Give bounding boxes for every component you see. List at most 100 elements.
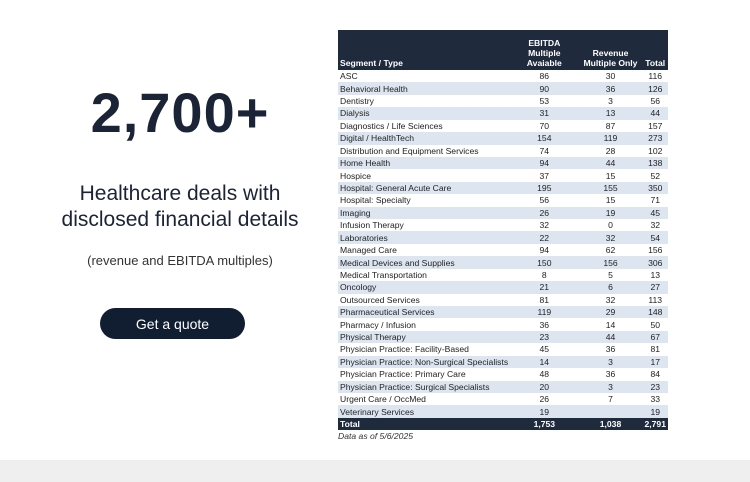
cell: 26 (510, 206, 579, 220)
table-row: Dialysis 31 13 44 (338, 107, 668, 120)
cell: 86 (539, 71, 550, 82)
cell: 1,038 (578, 417, 643, 431)
cell: 3 (578, 355, 643, 369)
cell: Diagnostics / Life Sciences (340, 120, 443, 131)
cell: 116 (648, 71, 663, 82)
cell: Digital / HealthTech (338, 132, 511, 145)
cell: 30 (605, 71, 616, 82)
cell: Oncology (338, 281, 511, 294)
cell: 23 (642, 380, 668, 393)
cell: 31 (510, 107, 579, 120)
cell: Physician Practice: Primary Care (340, 369, 466, 380)
cell: ASC (340, 71, 358, 82)
cell: 19 (510, 405, 579, 418)
table-row: Digital / HealthTech 154 119 273 (338, 132, 668, 145)
cell: 155 (578, 181, 643, 195)
cell: 74 (539, 145, 550, 156)
deals-table: Segment / Type EBITDA Multiple Avaiable Re… (338, 30, 668, 431)
cell: 26 (539, 394, 550, 405)
footnote: Data as of 5/6/2025 (338, 431, 414, 441)
cell: 32 (605, 294, 616, 305)
cell: Hospital: Specialty (340, 195, 411, 206)
table-row: Managed Care 94 62 156 (338, 244, 668, 256)
cell: 50 (650, 319, 661, 330)
table-row: Pharmaceutical Services 119 29 148 (338, 306, 668, 319)
cell: 29 (578, 306, 643, 319)
cell: 350 (642, 181, 668, 195)
cell: 19 (642, 405, 668, 418)
cell: 7 (608, 394, 613, 405)
cell: Pharmacy / Infusion (340, 319, 416, 330)
cell: Dialysis (338, 107, 511, 120)
cell: 32 (650, 220, 661, 231)
cell: 52 (650, 170, 661, 181)
table-row: Physician Practice: Facility-Based 45 36 81 (338, 343, 668, 355)
headline: Healthcare deals with (79, 182, 281, 205)
cell: Dentistry (340, 96, 374, 107)
cell: 28 (605, 145, 616, 156)
cell: 81 (650, 344, 661, 355)
cell: 56 (539, 195, 550, 206)
table-row: Veterinary Services 19 19 (338, 405, 668, 418)
cell: 273 (642, 132, 668, 145)
cell: Urgent Care / OccMed (340, 394, 426, 405)
table-row: Diagnostics / Life Sciences 70 87 157 (338, 120, 668, 132)
cell: 94 (510, 156, 579, 170)
header-row: Segment / Type EBITDA Multiple Avaiable Re… (338, 30, 668, 70)
cell: 157 (648, 120, 663, 131)
table-row: Distribution and Equipment Services 74 28 1… (338, 145, 668, 157)
cell: 8 (541, 269, 547, 280)
table-row: Infusion Therapy 32 0 32 (338, 219, 668, 231)
cell: 94 (539, 245, 550, 256)
table-row: Outsourced Services 81 32 113 (338, 294, 668, 306)
cell: Infusion Therapy (340, 220, 404, 231)
table-row: Physician Practice: Surgical Specialists… (338, 380, 668, 393)
quote-button[interactable]: Get a quote (100, 308, 245, 339)
cell: 62 (605, 245, 616, 256)
cell: 102 (648, 145, 663, 156)
table-row: Oncology 21 6 27 (338, 281, 668, 294)
cell: 36 (539, 319, 550, 330)
cell: 44 (578, 156, 643, 170)
cell: 44 (578, 330, 643, 344)
cell: 22 (510, 231, 579, 244)
cell: Imaging (338, 206, 511, 220)
stat: 2,700+ (90, 81, 270, 144)
table-row: Hospital: General Acute Care 195 155 350 (338, 181, 668, 195)
cell: 154 (510, 132, 579, 145)
cell: Physician Practice: Non-Surgical Special… (338, 355, 511, 369)
cell: 33 (650, 394, 661, 405)
cell: 15 (605, 170, 616, 181)
cell: 45 (539, 344, 550, 355)
cell: 44 (642, 107, 668, 120)
cell: 138 (642, 156, 668, 170)
cell: Physician Practice: Facility-Based (340, 344, 469, 355)
column-header: Segment / Type (338, 30, 511, 70)
cell: 84 (650, 369, 661, 380)
cell: 150 (510, 256, 579, 269)
cell: 56 (650, 96, 661, 107)
cell: 37 (539, 170, 550, 181)
table-row: Physician Practice: Primary Care 48 36 84 (338, 368, 668, 380)
cell: 3 (608, 96, 613, 107)
cell: 15 (605, 195, 616, 206)
cell: 148 (642, 306, 668, 319)
cell: 36 (578, 82, 643, 95)
table-body: ASC 86 30 116 Behavioral Health 90 36 126 Dentis… (338, 70, 668, 431)
cell: 156 (648, 245, 663, 256)
table-row: Urgent Care / OccMed 26 7 33 (338, 393, 668, 405)
cell: 32 (539, 220, 550, 231)
table-row: Physician Practice: Non-Surgical Special… (338, 355, 668, 369)
table-row: Hospital: Specialty 56 15 71 (338, 194, 668, 206)
cell: 48 (539, 369, 550, 380)
table-row: ASC 86 30 116 (338, 70, 668, 82)
cell: 71 (650, 195, 661, 206)
cell: Physical Therapy (338, 330, 511, 344)
cell: 2,791 (642, 417, 668, 431)
cell: 0 (608, 220, 613, 231)
cell: Medical Transportation (340, 269, 427, 280)
column-header: Revenue Multiple Only (578, 30, 643, 70)
cell: 36 (605, 369, 616, 380)
table-row: Pharmacy / Infusion 36 14 50 (338, 318, 668, 330)
cell: 67 (642, 330, 668, 344)
